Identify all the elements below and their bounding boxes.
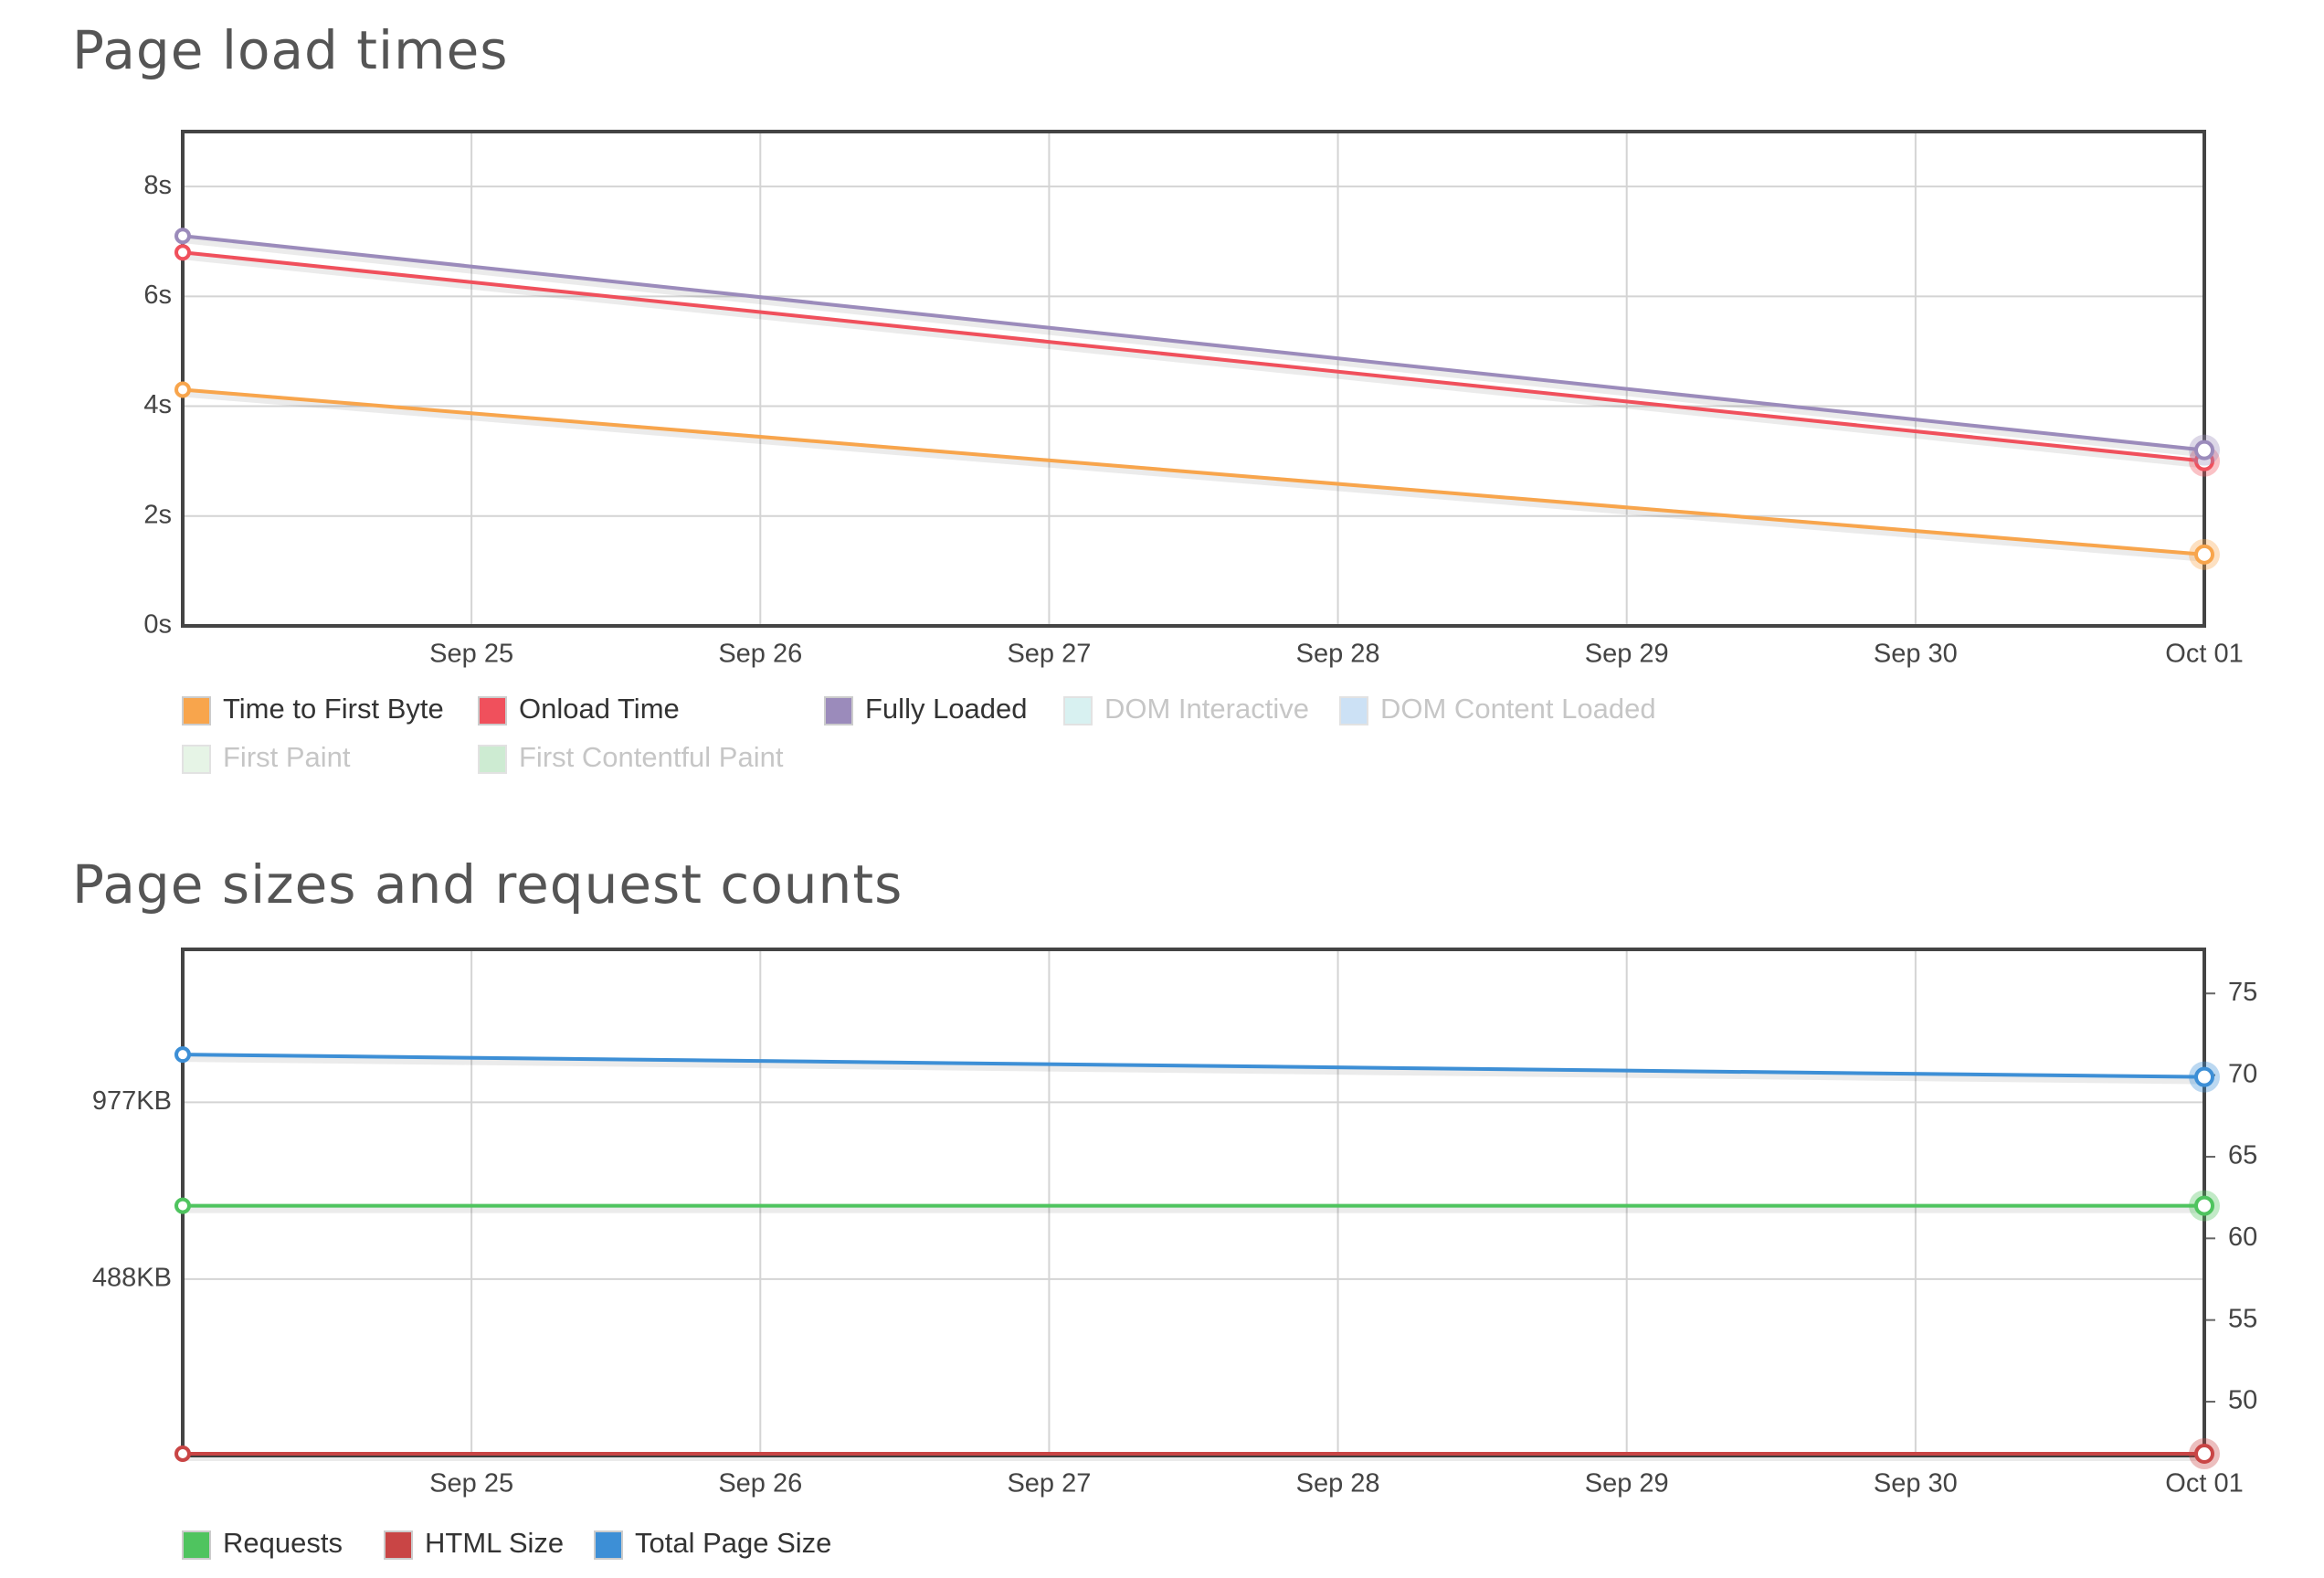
y-tick-label: 0s	[143, 610, 172, 640]
chart-title: Page load times	[72, 19, 509, 81]
data-point	[174, 381, 191, 398]
data-point	[174, 244, 191, 261]
y2-tick-label: 75	[2228, 978, 2257, 1007]
legend-label: Time to First Byte	[223, 693, 444, 725]
x-tick-label: Sep 30	[1874, 1469, 1958, 1499]
legend-item[interactable]: HTML Size	[384, 1527, 564, 1560]
legend-swatch	[182, 696, 211, 725]
legend-item[interactable]: Onload Time	[478, 693, 680, 725]
legend-label: DOM Content Loaded	[1380, 693, 1656, 725]
legend-item[interactable]: First Contentful Paint	[478, 741, 784, 774]
plot-frame	[181, 130, 2206, 628]
legend-label: HTML Size	[425, 1527, 564, 1559]
data-point	[174, 1046, 191, 1064]
y2-tick-label: 55	[2228, 1304, 2257, 1333]
legend-swatch	[478, 745, 507, 774]
y2-tick-label: 60	[2228, 1223, 2257, 1252]
legend-swatch	[182, 745, 211, 774]
x-tick-label: Sep 25	[429, 1469, 513, 1499]
legend-swatch	[1063, 696, 1093, 725]
plot-frame	[181, 948, 2206, 1457]
x-tick-label: Sep 28	[1296, 640, 1380, 669]
legend-swatch	[478, 696, 507, 725]
legend-swatch	[824, 696, 853, 725]
x-tick-label: Sep 29	[1585, 640, 1669, 669]
x-tick-label: Sep 29	[1585, 1469, 1669, 1499]
y-tick-label: 6s	[143, 281, 172, 310]
legend-item[interactable]: Requests	[182, 1527, 343, 1560]
data-point	[2194, 1195, 2214, 1216]
data-point	[2194, 1066, 2214, 1087]
legend-label: DOM Interactive	[1104, 693, 1309, 725]
y-tick-label: 2s	[143, 500, 172, 529]
legend-label: First Contentful Paint	[519, 741, 784, 773]
y2-tick-label: 65	[2228, 1141, 2257, 1170]
legend-swatch	[1339, 696, 1368, 725]
x-tick-label: Sep 27	[1007, 640, 1091, 669]
legend-label: Fully Loaded	[865, 693, 1028, 725]
x-tick-label: Sep 26	[718, 1469, 802, 1499]
data-point	[174, 1197, 191, 1214]
y-tick-label: 977KB	[92, 1086, 172, 1116]
legend-label: Onload Time	[519, 693, 680, 725]
x-tick-label: Oct 01	[2165, 1469, 2243, 1499]
series-line	[182, 250, 2205, 463]
data-point	[174, 228, 191, 245]
legend-swatch	[182, 1530, 211, 1560]
legend-label: Requests	[223, 1527, 343, 1559]
chart: Page sizes and request counts Sep 25 Sep 2…	[72, 853, 2257, 1560]
y2-tick-label: 50	[2228, 1386, 2257, 1415]
series-shadow	[183, 234, 2206, 458]
series-line	[182, 1053, 2205, 1079]
x-tick-label: Sep 28	[1296, 1469, 1380, 1499]
legend-label: First Paint	[223, 741, 351, 773]
x-tick-label: Oct 01	[2165, 640, 2243, 669]
chart: Page load times Sep 25 Sep 26 Sep 27 Sep 28 S…	[72, 19, 2244, 774]
legend-item[interactable]: Total Page Size	[594, 1527, 831, 1560]
x-tick-label: Sep 26	[718, 640, 802, 669]
legend-swatch	[384, 1530, 413, 1560]
data-point	[2194, 544, 2214, 565]
data-point	[174, 1446, 191, 1463]
legend-item[interactable]: Fully Loaded	[824, 693, 1028, 725]
x-tick-label: Sep 27	[1007, 1469, 1091, 1499]
legend-item[interactable]: First Paint	[182, 741, 351, 774]
series-shadow	[183, 1053, 2206, 1085]
legend-swatch	[594, 1530, 623, 1560]
legend-item[interactable]: DOM Content Loaded	[1339, 693, 1656, 725]
y-tick-label: 488KB	[92, 1264, 172, 1293]
legend-item[interactable]: DOM Interactive	[1063, 693, 1309, 725]
series-line	[182, 387, 2205, 556]
series-line	[182, 234, 2205, 452]
series-shadow	[183, 250, 2206, 469]
data-point	[2194, 440, 2214, 461]
x-tick-label: Sep 25	[429, 640, 513, 669]
y2-tick-label: 70	[2228, 1059, 2257, 1088]
y-tick-label: 4s	[143, 390, 172, 419]
chart-title: Page sizes and request counts	[72, 853, 903, 916]
data-point	[2194, 1444, 2214, 1465]
series-shadow	[183, 387, 2206, 562]
y-tick-label: 8s	[143, 171, 172, 200]
x-tick-label: Sep 30	[1874, 640, 1958, 669]
legend-label: Total Page Size	[635, 1527, 831, 1559]
legend-item[interactable]: Time to First Byte	[182, 693, 444, 725]
